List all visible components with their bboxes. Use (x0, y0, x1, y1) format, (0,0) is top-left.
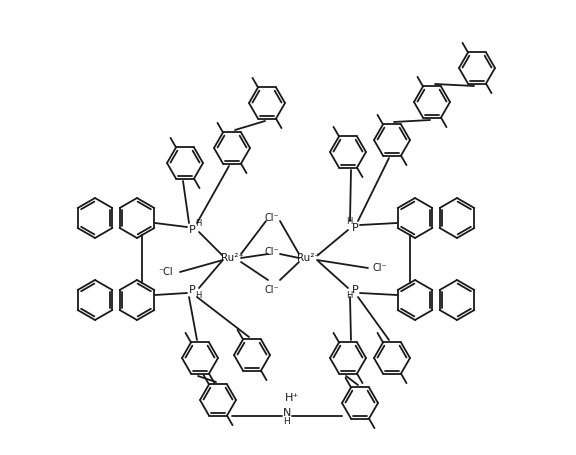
Text: P: P (188, 285, 195, 295)
Text: Ru²⁺: Ru²⁺ (221, 253, 244, 263)
Text: Cl⁻: Cl⁻ (265, 247, 279, 257)
Text: ⁻Cl: ⁻Cl (158, 267, 173, 277)
Text: Cl⁻: Cl⁻ (373, 263, 387, 273)
Text: H: H (346, 217, 352, 227)
Text: Ru²⁺: Ru²⁺ (297, 253, 320, 263)
Text: P: P (188, 225, 195, 235)
Text: H: H (195, 219, 201, 228)
Text: H: H (195, 292, 201, 300)
Text: H: H (346, 292, 352, 300)
Text: N: N (283, 408, 291, 418)
Text: H: H (283, 418, 290, 426)
Text: Cl⁻: Cl⁻ (265, 213, 279, 223)
Text: P: P (351, 285, 358, 295)
Text: Cl⁻: Cl⁻ (265, 285, 279, 295)
Text: P: P (351, 223, 358, 233)
Text: H⁺: H⁺ (285, 393, 299, 403)
